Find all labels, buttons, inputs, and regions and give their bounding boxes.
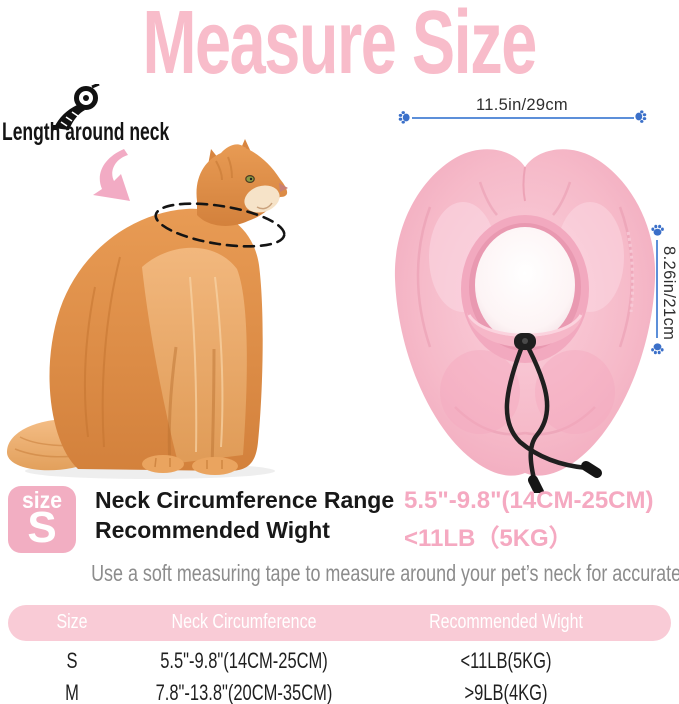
cat-photo xyxy=(6,139,288,479)
paw-print-icon xyxy=(651,343,664,355)
table-cell-size: M xyxy=(65,680,79,704)
product-photo-pink-collar xyxy=(394,149,656,493)
table-cell-size: S xyxy=(66,648,78,673)
tape-measure-icon xyxy=(52,84,100,130)
measuring-note: Use a soft measuring tape to measure aro… xyxy=(91,560,679,586)
table-header-neck-circumference: Neck Circumference xyxy=(171,611,317,633)
drawstring-cord xyxy=(504,346,590,471)
size-s-badge: size S xyxy=(8,486,76,553)
size-table-header: Size Neck Circumference Recommended Wigh… xyxy=(8,605,671,641)
neck-circumference-range-heading: Neck Circumference Range xyxy=(95,487,395,513)
recommended-weight-value: <11LB（5KG） xyxy=(404,525,573,552)
neck-circumference-value: 5.5"-9.8"(14CM-25CM) xyxy=(404,487,654,514)
size-badge-letter: S xyxy=(27,503,57,552)
table-row-size-m: M 7.8"-13.8"(20CM-35CM) >9LB(4KG) xyxy=(8,680,671,704)
cord-tip xyxy=(528,475,544,493)
paw-print-icon xyxy=(651,224,664,236)
table-cell-recommended-weight: >9LB(4KG) xyxy=(464,680,548,704)
table-cell-recommended-weight: <11LB(5KG) xyxy=(460,648,552,673)
paw-print-icon xyxy=(635,110,647,123)
length-around-neck-label: Length around neck xyxy=(2,118,170,146)
drawstring-cord xyxy=(526,346,550,486)
paw-print-icon xyxy=(398,111,410,124)
width-measurement-line xyxy=(412,117,634,119)
table-row-size-s: S 5.5"-9.8"(14CM-25CM) <11LB(5KG) xyxy=(8,648,671,676)
width-measurement-label: 11.5in/29cm xyxy=(476,96,568,114)
table-header-size: Size xyxy=(56,611,88,633)
page-title: Measure Size xyxy=(142,0,538,93)
table-cell-neck-circumference: 7.8"-13.8"(20CM-35CM) xyxy=(155,680,333,704)
table-cell-neck-circumference: 5.5"-9.8"(14CM-25CM) xyxy=(160,648,328,673)
table-header-recommended-weight: Recommended Wight xyxy=(429,611,583,633)
neck-measure-dashed-ellipse xyxy=(154,202,286,248)
cord-tip xyxy=(581,461,602,478)
height-measurement-line xyxy=(656,240,658,338)
curved-arrow-icon xyxy=(93,149,130,201)
recommended-weight-heading: Recommended Wight xyxy=(95,517,330,543)
height-measurement-label: 8.26in/21cm xyxy=(660,246,678,341)
size-badge-word: size xyxy=(21,487,62,513)
